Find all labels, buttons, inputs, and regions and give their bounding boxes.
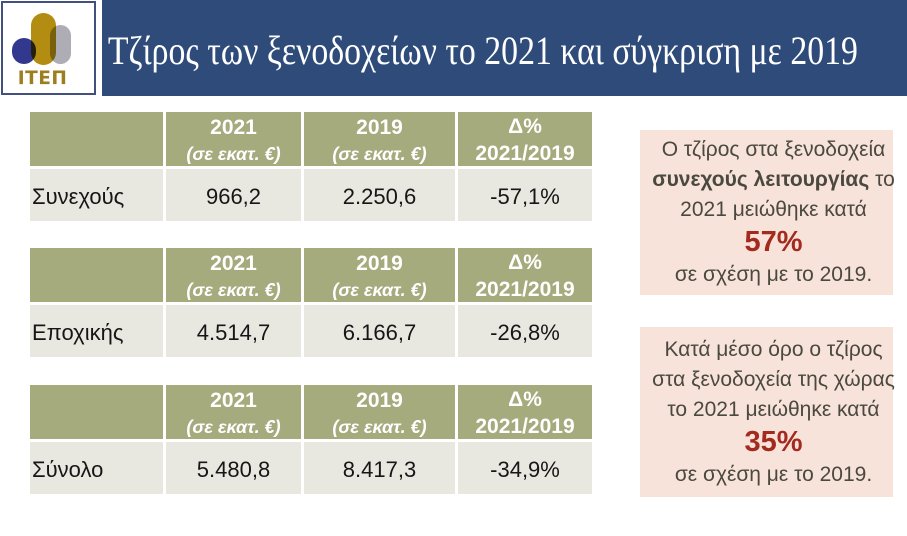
slide-title: Τζίρος των ξενοδοχείων το 2021 και σύγκρ… (107, 27, 858, 73)
table-seasonal: 2021 (σε εκατ. €) 2019 (σε εκατ. €) Δ% 2… (30, 248, 592, 357)
note-continuous-line2: συνεχούς λειτουργίας το (652, 168, 895, 191)
table-continuous-corner-cell (30, 112, 163, 166)
table-total-corner-cell (30, 385, 163, 439)
note-average-line1: Κατά μέσο όρο ο τζίρος (664, 337, 883, 361)
table-seasonal-header-delta: Δ% 2021/2019 (458, 248, 592, 302)
table-continuous-header-2019: 2019 (σε εκατ. €) (304, 112, 455, 166)
note-average-percent: 35% (744, 425, 803, 458)
table-total-header-delta: Δ% 2021/2019 (458, 385, 592, 439)
logo-gray-bar (50, 25, 71, 64)
table-continuous-header-2021: 2021 (σε εκατ. €) (166, 112, 301, 166)
note-continuous: Ο τζίρος στα ξενοδοχεία συνεχούς λειτουρ… (640, 130, 895, 295)
table-total: 2021 (σε εκατ. €) 2019 (σε εκατ. €) Δ% 2… (30, 385, 592, 494)
logo-blue-bar (12, 38, 36, 64)
logo-gold-bar (31, 13, 56, 65)
table-seasonal-value-2019: 6.166,7 (304, 305, 455, 357)
table-total-header-2021: 2021 (σε εκατ. €) (166, 385, 301, 439)
table-seasonal-header-2019: 2019 (σε εκατ. €) (304, 248, 455, 302)
table-seasonal-value-delta: -26,8% (458, 305, 592, 357)
table-continuous-value-2019: 2.250,6 (304, 169, 455, 221)
note-continuous-line1: Ο τζίρος στα ξενοδοχεία (661, 138, 886, 161)
table-seasonal-value-2021: 4.514,7 (166, 305, 301, 357)
note-continuous-percent: 57% (744, 226, 803, 258)
table-continuous: 2021 (σε εκατ. €) 2019 (σε εκατ. €) Δ% 2… (30, 112, 592, 221)
table-total-value-delta: -34,9% (458, 442, 592, 494)
note-average-line4: σε σχέση με το 2019. (674, 462, 873, 486)
title-bar: Τζίρος των ξενοδοχείων το 2021 και σύγκρ… (102, 0, 907, 96)
note-continuous-line4: σε σχέση με το 2019. (674, 263, 873, 286)
table-total-value-2021: 5.480,8 (166, 442, 301, 494)
itep-logo-text: ΙΤΕΠ (17, 68, 68, 89)
table-continuous-value-delta: -57,1% (458, 169, 592, 221)
note-average: Κατά μέσο όρο ο τζίρος στα ξενοδοχεία τη… (640, 327, 895, 497)
table-seasonal-corner-cell (30, 248, 163, 302)
table-continuous-row-label: Συνεχούς (30, 169, 163, 221)
note-average-line3: το 2021 μειώθηκε κατά (667, 397, 880, 421)
table-seasonal-header-2021: 2021 (σε εκατ. €) (166, 248, 301, 302)
note-average-line2: στα ξενοδοχεία της χώρας (652, 367, 895, 391)
itep-logo-bars-icon (12, 13, 71, 65)
note-continuous-line3: 2021 μειώθηκε κατά (680, 198, 867, 221)
table-total-row-label: Σύνολο (30, 442, 163, 494)
table-continuous-header-delta: Δ% 2021/2019 (458, 112, 592, 166)
itep-logo: ΙΤΕΠ (1, 1, 96, 95)
table-seasonal-row-label: Εποχικής (30, 305, 163, 357)
table-continuous-value-2021: 966,2 (166, 169, 301, 221)
table-total-header-2019: 2019 (σε εκατ. €) (304, 385, 455, 439)
table-total-value-2019: 8.417,3 (304, 442, 455, 494)
